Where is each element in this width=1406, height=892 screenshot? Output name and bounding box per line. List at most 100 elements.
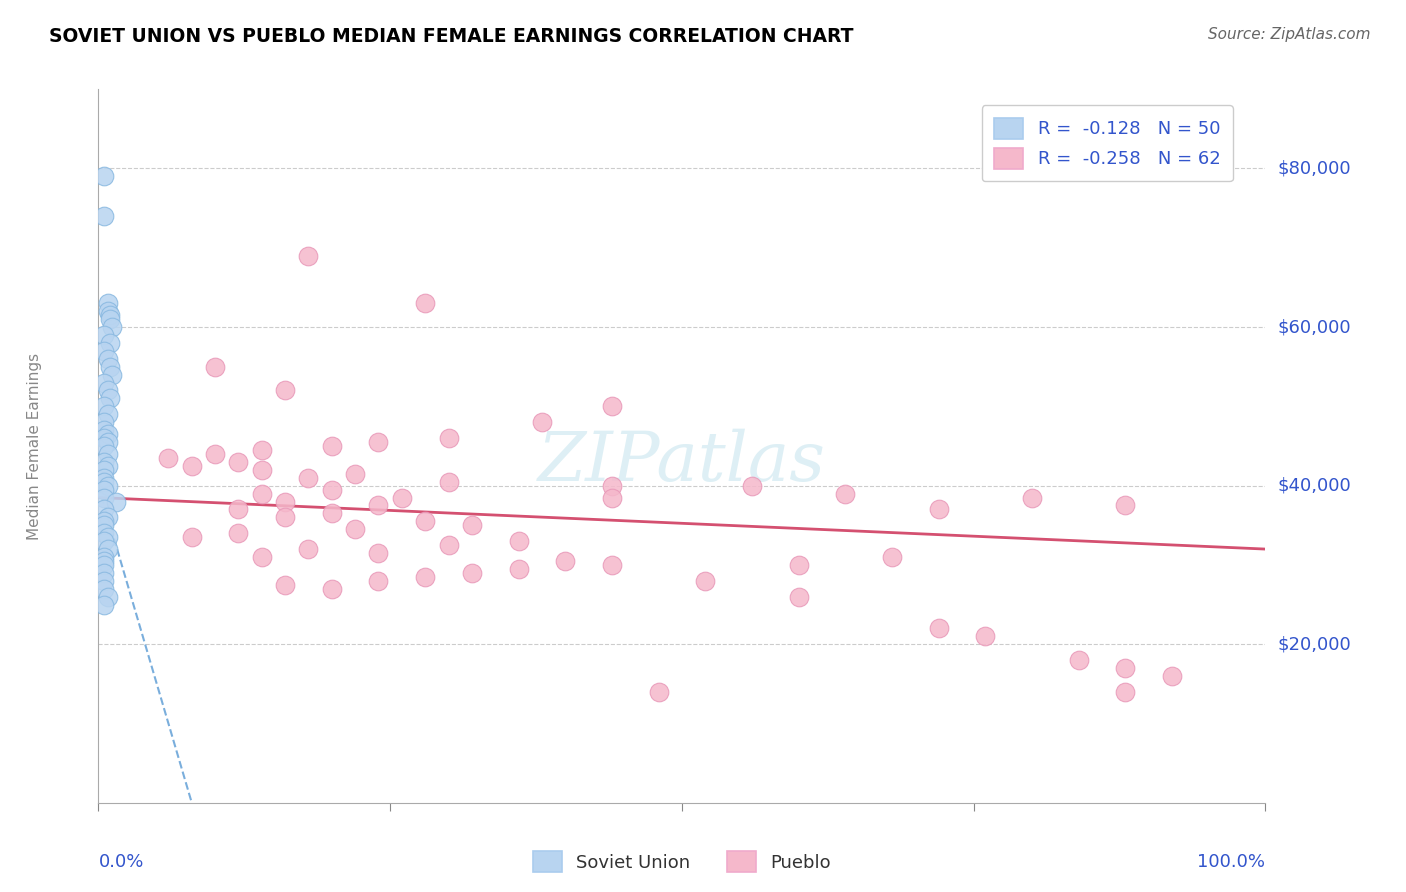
Point [321,507,343,521]
Point [600,558,623,572]
Point [98,335,121,350]
Point [367,499,389,513]
Point [97,478,120,492]
Point [97,542,120,557]
Point [1114,499,1136,513]
Point [834,486,856,500]
Point [367,546,389,560]
Text: $80,000: $80,000 [1277,160,1351,178]
Point [97,510,120,524]
Text: Median Female Earnings: Median Female Earnings [27,352,42,540]
Point [101,320,124,334]
Point [93,376,115,390]
Point [97,296,120,310]
Point [93,518,115,533]
Point [787,590,810,604]
Point [93,483,115,497]
Point [437,538,460,552]
Point [93,328,115,343]
Point [93,491,115,505]
Point [321,582,343,596]
Point [274,510,297,524]
Point [157,450,180,465]
Text: 0.0%: 0.0% [98,853,143,871]
Text: ZIPatlas: ZIPatlas [538,428,825,495]
Point [297,542,319,557]
Point [250,549,273,564]
Point [413,514,436,528]
Point [461,566,484,580]
Point [600,491,623,505]
Text: Source: ZipAtlas.com: Source: ZipAtlas.com [1208,27,1371,42]
Point [98,312,121,326]
Point [1067,653,1090,667]
Point [391,491,413,505]
Point [741,478,763,492]
Point [437,431,460,445]
Point [530,415,553,429]
Point [93,534,115,549]
Point [93,423,115,437]
Point [250,486,273,500]
Point [93,574,115,588]
Text: $60,000: $60,000 [1277,318,1351,336]
Point [880,549,903,564]
Point [97,458,120,473]
Text: SOVIET UNION VS PUEBLO MEDIAN FEMALE EARNINGS CORRELATION CHART: SOVIET UNION VS PUEBLO MEDIAN FEMALE EAR… [49,27,853,45]
Point [98,308,121,322]
Point [367,435,389,450]
Point [93,431,115,445]
Point [93,554,115,568]
Point [321,483,343,497]
Point [93,549,115,564]
Text: $40,000: $40,000 [1277,476,1351,495]
Point [104,494,127,508]
Point [787,558,810,572]
Point [93,598,115,612]
Point [180,458,202,473]
Point [297,249,319,263]
Point [93,582,115,596]
Point [97,384,120,398]
Point [101,368,124,382]
Point [974,629,997,643]
Point [93,400,115,414]
Point [93,558,115,572]
Point [461,518,484,533]
Point [93,566,115,580]
Point [93,439,115,453]
Point [928,502,950,516]
Point [93,471,115,485]
Point [508,534,530,549]
Point [97,351,120,366]
Point [695,574,717,588]
Point [97,304,120,318]
Point [97,447,120,461]
Point [98,392,121,406]
Point [508,562,530,576]
Legend: Soviet Union, Pueblo: Soviet Union, Pueblo [526,844,838,880]
Point [413,570,436,584]
Point [928,621,950,635]
Point [1021,491,1043,505]
Point [93,455,115,469]
Point [97,427,120,442]
Point [437,475,460,489]
Point [554,554,576,568]
Point [204,359,226,374]
Point [93,209,115,223]
Point [274,384,297,398]
Point [97,407,120,421]
Point [180,530,202,544]
Point [93,514,115,528]
Point [93,343,115,358]
Point [93,526,115,541]
Point [600,400,623,414]
Point [97,530,120,544]
Point [228,502,250,516]
Point [297,471,319,485]
Point [250,442,273,457]
Point [93,169,115,184]
Point [344,522,367,536]
Point [647,685,669,699]
